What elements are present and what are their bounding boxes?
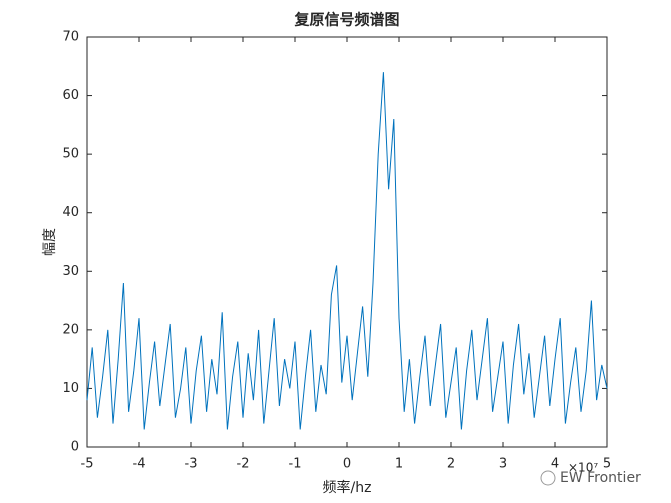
y-tick-label: 40 [62, 205, 79, 220]
x-tick-label: 2 [447, 457, 455, 472]
x-tick-label: 3 [499, 457, 507, 472]
y-tick-label: 60 [62, 88, 79, 103]
x-tick-label: -5 [81, 457, 94, 472]
y-tick-label: 70 [62, 30, 79, 45]
x-tick-label: -2 [237, 457, 250, 472]
x-tick-label: -1 [289, 457, 302, 472]
x-tick-label: 4 [551, 457, 559, 472]
y-tick-label: 0 [71, 440, 79, 455]
spectrum-line [86, 72, 608, 430]
x-scale-label: ×10⁷ [568, 461, 598, 475]
chart-title: 复原信号频谱图 [293, 11, 399, 29]
watermark: EW Frontier [560, 470, 641, 486]
x-tick-label: 1 [395, 457, 403, 472]
x-tick-label: -4 [133, 457, 146, 472]
x-tick-label: 5 [603, 457, 611, 472]
y-tick-label: 30 [62, 264, 79, 279]
x-tick-label: 0 [343, 457, 351, 472]
y-tick-label: 50 [62, 147, 79, 162]
x-tick-label: -3 [185, 457, 198, 472]
y-tick-label: 10 [62, 381, 79, 396]
watermark-icon [540, 470, 556, 486]
x-axis-label: 频率/hz [323, 479, 372, 496]
y-axis-label: 幅度 [42, 228, 58, 256]
y-tick-label: 20 [62, 322, 79, 337]
